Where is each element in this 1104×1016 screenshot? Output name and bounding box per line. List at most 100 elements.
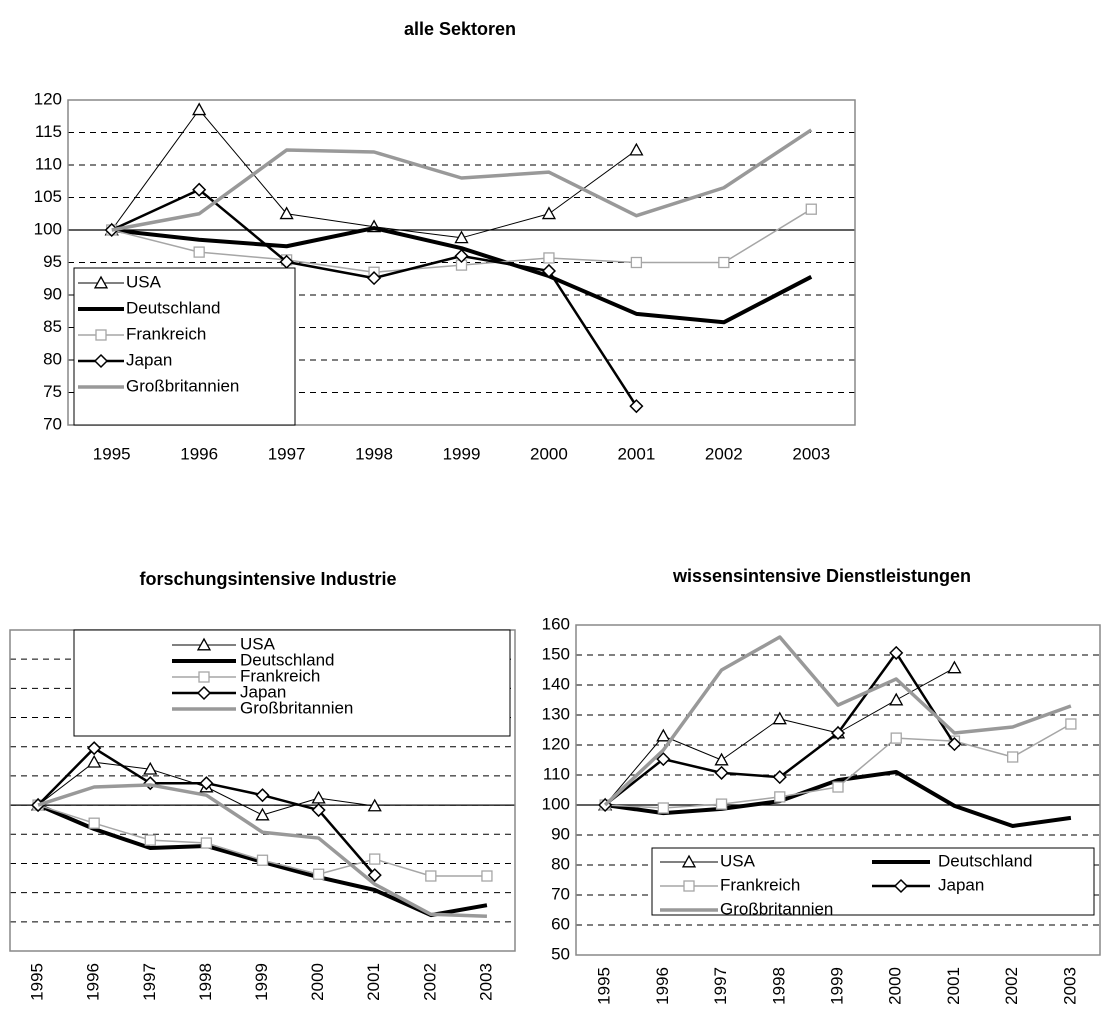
x-tick-label: 1999: [443, 444, 481, 463]
series-line: [111, 109, 637, 239]
x-tick-label: 2003: [1060, 967, 1079, 1005]
marker-diamond: [143, 776, 158, 791]
legend-label: USA: [720, 851, 756, 870]
series-line: [111, 128, 813, 232]
marker-square: [95, 329, 107, 341]
marker-diamond: [199, 776, 214, 791]
y-tick-label: 70: [551, 884, 570, 903]
x-tick-label: 2000: [308, 963, 327, 1001]
x-tick-label: 1997: [711, 967, 730, 1005]
legend-label: USA: [240, 634, 276, 653]
marker-triangle: [279, 206, 294, 220]
marker-square: [657, 802, 669, 814]
x-tick-label: 2002: [1002, 967, 1021, 1005]
marker-square: [805, 203, 817, 215]
y-tick-label: 150: [542, 644, 570, 663]
series-line: [603, 635, 1072, 807]
marker-diamond: [87, 741, 102, 756]
marker-square: [88, 817, 100, 829]
chart-title: forschungsintensive Industrie: [139, 569, 396, 589]
y-tick-label: 60: [551, 914, 570, 933]
marker-triangle: [87, 754, 102, 768]
marker-triangle: [93, 275, 109, 289]
legend-label: Großbritannien: [126, 376, 239, 395]
marker-square: [683, 880, 695, 892]
marker-square: [144, 834, 156, 846]
y-tick-label: 100: [542, 794, 570, 813]
marker-diamond: [889, 645, 904, 660]
chart-title: wissensintensive Dienstleistungen: [672, 566, 971, 586]
series-line: [37, 783, 488, 919]
legend-label: Japan: [126, 350, 172, 369]
x-tick-label: 1997: [140, 963, 159, 1001]
marker-diamond: [714, 765, 729, 780]
marker-triangle: [629, 142, 644, 156]
x-tick-label: 2000: [886, 967, 905, 1005]
marker-triangle: [656, 728, 671, 742]
marker-triangle: [192, 102, 207, 116]
legend-label: Deutschland: [126, 298, 221, 317]
marker-diamond: [541, 263, 557, 279]
marker-triangle: [947, 660, 962, 674]
y-tick-label: 80: [551, 854, 570, 873]
marker-square: [425, 870, 437, 882]
y-tick-label: 120: [542, 734, 570, 753]
marker-diamond: [196, 685, 212, 701]
legend-box: [651, 847, 1095, 916]
y-tick-label: 105: [34, 187, 62, 206]
marker-square: [890, 732, 902, 744]
x-tick-label: 1999: [252, 963, 271, 1001]
legend-box: [73, 629, 511, 737]
x-tick-label: 1996: [84, 963, 103, 1001]
marker-triangle: [255, 807, 270, 821]
marker-diamond: [93, 353, 109, 369]
marker-square: [312, 868, 325, 880]
series-line: [111, 226, 813, 325]
line-chart: wissensintensive Dienstleistungen 50 60 70 8…: [542, 566, 1101, 1005]
y-tick-label: 75: [43, 382, 62, 401]
marker-square: [832, 781, 844, 793]
marker-triangle: [196, 637, 212, 651]
marker-square: [256, 854, 269, 866]
marker-diamond: [830, 725, 846, 741]
y-tick-label: 85: [43, 317, 62, 336]
legend-box: [73, 267, 296, 426]
y-tick-label: 80: [43, 349, 62, 368]
y-tick-label: 120: [34, 89, 62, 108]
y-tick-label: 95: [43, 252, 62, 271]
marker-triangle: [143, 761, 158, 775]
x-tick-label: 2001: [364, 963, 383, 1001]
x-tick-label: 1996: [180, 444, 218, 463]
marker-square: [1007, 751, 1019, 763]
y-tick-label: 90: [551, 824, 570, 843]
marker-square: [369, 853, 381, 865]
series-line: [604, 667, 955, 806]
y-tick-label: 160: [542, 614, 570, 633]
marker-square: [718, 256, 730, 269]
chart-title: alle Sektoren: [404, 19, 516, 39]
marker-diamond: [893, 878, 909, 894]
marker-triangle: [889, 692, 904, 706]
x-tick-label: 1998: [355, 444, 393, 463]
marker-diamond: [192, 182, 207, 197]
marker-square: [200, 837, 213, 849]
marker-diamond: [772, 770, 787, 785]
marker-diamond: [367, 868, 382, 883]
y-tick-label: 130: [542, 704, 570, 723]
line-chart: alle Sektoren 70 75 80 85 90 95 100 105 110 115 120…: [34, 19, 856, 463]
marker-diamond: [366, 271, 382, 286]
marker-square: [774, 791, 786, 803]
line-chart: forschungsintensive Industrie 1995 1996 199…: [9, 569, 516, 1001]
marker-triangle: [772, 711, 787, 725]
y-tick-label: 100: [34, 219, 62, 238]
legend-label: Deutschland: [938, 851, 1033, 870]
y-tick-label: 110: [543, 764, 570, 783]
y-tick-label: 115: [35, 122, 62, 141]
legend-label: Japan: [240, 682, 286, 701]
legend-label: Großbritannien: [720, 899, 833, 918]
marker-triangle: [454, 230, 469, 244]
marker-diamond: [947, 737, 962, 752]
y-tick-label: 70: [43, 414, 62, 433]
x-tick-label: 2002: [705, 444, 743, 463]
